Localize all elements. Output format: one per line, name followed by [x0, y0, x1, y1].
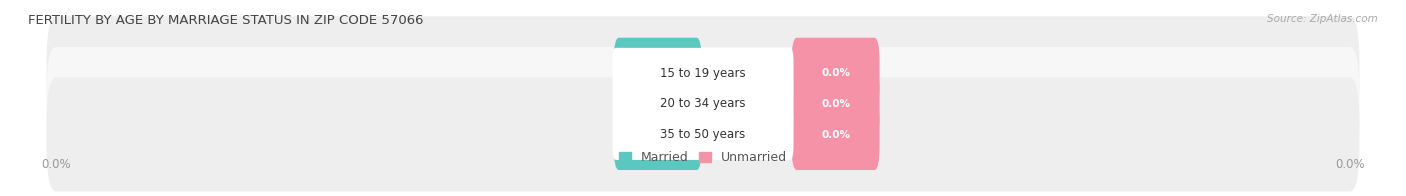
FancyBboxPatch shape	[46, 16, 1360, 130]
Text: 20 to 34 years: 20 to 34 years	[661, 97, 745, 110]
FancyBboxPatch shape	[46, 78, 1360, 191]
Text: 0.0%: 0.0%	[821, 68, 851, 78]
FancyBboxPatch shape	[792, 99, 880, 170]
FancyBboxPatch shape	[614, 38, 702, 109]
FancyBboxPatch shape	[792, 38, 880, 109]
Legend: Married, Unmarried: Married, Unmarried	[619, 151, 787, 164]
FancyBboxPatch shape	[613, 109, 793, 160]
FancyBboxPatch shape	[792, 68, 880, 139]
FancyBboxPatch shape	[614, 99, 702, 170]
Text: 15 to 19 years: 15 to 19 years	[661, 67, 745, 80]
Text: 0.0%: 0.0%	[643, 130, 672, 140]
Text: 0.0%: 0.0%	[821, 130, 851, 140]
Text: 0.0%: 0.0%	[643, 99, 672, 109]
Text: 0.0%: 0.0%	[821, 99, 851, 109]
FancyBboxPatch shape	[46, 47, 1360, 161]
Text: 35 to 50 years: 35 to 50 years	[661, 128, 745, 141]
FancyBboxPatch shape	[613, 48, 793, 99]
Text: Source: ZipAtlas.com: Source: ZipAtlas.com	[1267, 14, 1378, 24]
FancyBboxPatch shape	[613, 78, 793, 129]
Text: 0.0%: 0.0%	[643, 68, 672, 78]
FancyBboxPatch shape	[614, 68, 702, 139]
Text: FERTILITY BY AGE BY MARRIAGE STATUS IN ZIP CODE 57066: FERTILITY BY AGE BY MARRIAGE STATUS IN Z…	[28, 14, 423, 27]
